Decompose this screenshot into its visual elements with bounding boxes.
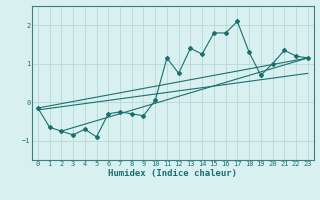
X-axis label: Humidex (Indice chaleur): Humidex (Indice chaleur) <box>108 169 237 178</box>
